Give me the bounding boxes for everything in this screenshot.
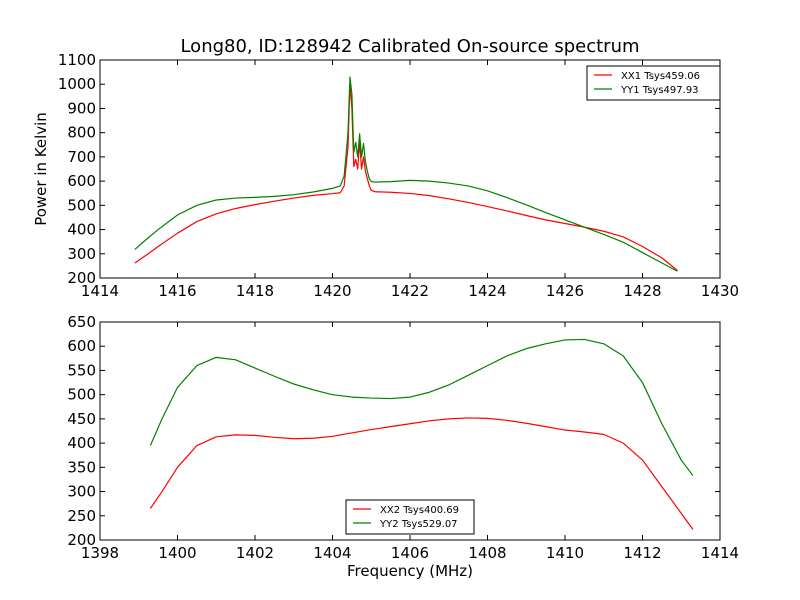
y-tick-label: 200: [67, 269, 96, 287]
x-tick-label: 1408: [468, 544, 506, 562]
y-tick-label: 900: [67, 99, 96, 117]
legend: XX1 Tsys459.06 YY1 Tsys497.93: [586, 65, 721, 101]
x-tick-label: 1400: [158, 544, 196, 562]
y-tick-label: 800: [67, 124, 96, 142]
y-tick-label: 250: [67, 507, 96, 525]
y-tick-label: 200: [67, 531, 96, 549]
x-tick-label: 1402: [236, 544, 274, 562]
legend-entry: XX1 Tsys459.06: [621, 71, 700, 82]
y-tick-label: 350: [67, 458, 96, 476]
x-tick-label: 1398: [81, 544, 119, 562]
x-tick-label: 1428: [623, 282, 661, 300]
series-line-2-1: [149, 417, 694, 530]
legend-box: [345, 499, 475, 535]
chart-title: Long80, ID:128942 Calibrated On-source s…: [180, 36, 639, 57]
y-tick-label: 300: [67, 245, 96, 263]
x-axis-label: Frequency (MHz): [347, 562, 473, 580]
x-tick-label: 1430: [701, 282, 739, 300]
x-tick-label: 1406: [391, 544, 429, 562]
legend-entry: YY1 Tsys497.93: [620, 85, 699, 96]
y-tick-label: 550: [67, 361, 96, 379]
y-tick-label: 400: [67, 434, 96, 452]
x-tick-label: 1418: [236, 282, 274, 300]
y-tick-label: 500: [67, 196, 96, 214]
x-tick-label: 1412: [623, 544, 661, 562]
legend-entry: XX2 Tsys400.69: [380, 505, 459, 516]
y-tick-label: 300: [67, 483, 96, 501]
y-tick-label: 600: [67, 337, 96, 355]
series-line-1-2: [134, 76, 678, 272]
legend-box: [586, 65, 721, 101]
y-tick-label: 1000: [58, 75, 96, 93]
x-tick-label: 1414: [701, 544, 739, 562]
bottom-panel: 1398 1400 1402 1404 1406 1408 1410 1412 1414 200 2…: [67, 313, 739, 580]
x-tick-label: 1414: [81, 282, 119, 300]
y-tick-label: 650: [67, 313, 96, 331]
x-tick-label: 1420: [313, 282, 351, 300]
x-tick-label: 1426: [546, 282, 584, 300]
legend: XX2 Tsys400.69 YY2 Tsys529.07: [345, 499, 475, 535]
x-tick-label: 1424: [468, 282, 506, 300]
y-tick-label: 600: [67, 172, 96, 190]
series-line-2-2: [149, 338, 694, 476]
y-tick-label: 450: [67, 410, 96, 428]
top-panel: 1414 1416 1418 1420 1422 1424 1426 1428 1430 200 3…: [32, 36, 739, 300]
y-tick-label: 700: [67, 148, 96, 166]
x-tick-label: 1410: [546, 544, 584, 562]
y-axis-label: Power in Kelvin: [32, 112, 50, 226]
x-tick-label: 1416: [158, 282, 196, 300]
x-tick-label: 1404: [313, 544, 351, 562]
series-line-1-1: [134, 83, 678, 271]
y-tick-label: 1100: [58, 51, 96, 69]
y-tick-label: 500: [67, 386, 96, 404]
x-tick-label: 1422: [391, 282, 429, 300]
y-tick-label: 400: [67, 221, 96, 239]
legend-entry: YY2 Tsys529.07: [379, 519, 458, 530]
